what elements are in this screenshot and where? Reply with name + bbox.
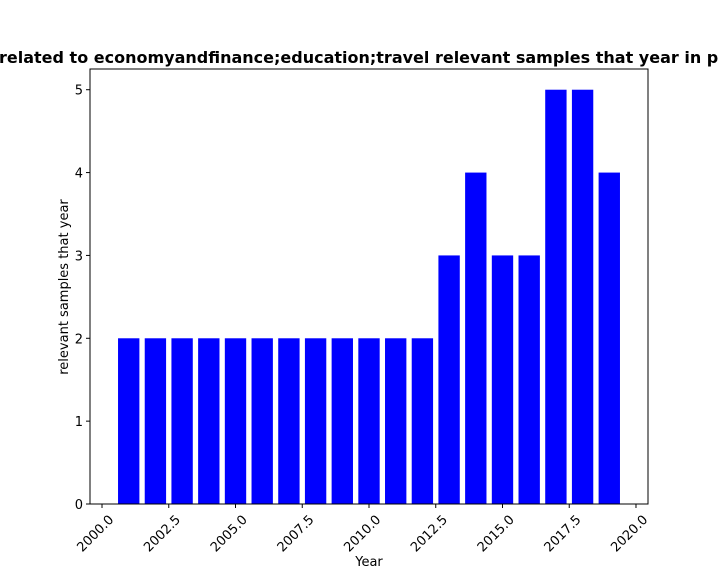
bar-2017 xyxy=(545,89,567,504)
bar-2004 xyxy=(198,338,220,504)
x-tick-label: 2015.0 xyxy=(475,513,518,556)
chart-title: related to economyandfinance;education;t… xyxy=(0,48,718,67)
x-tick-label: 2007.5 xyxy=(275,513,318,556)
x-tick-label: 2012.5 xyxy=(408,513,451,556)
bar-2005 xyxy=(224,338,247,504)
y-tick-label: 0 xyxy=(75,498,83,513)
x-tick-label: 2010.0 xyxy=(341,513,384,556)
x-tick-label: 2002.5 xyxy=(141,513,184,556)
x-tick-label: 2000.0 xyxy=(74,513,117,556)
bar-2002 xyxy=(144,338,167,504)
x-axis-ticks: 2000.0 2002.5 2005.0 2007.5 2010.0 2012.5 2015… xyxy=(74,504,651,555)
y-tick-label: 2 xyxy=(75,332,83,347)
y-tick-label: 3 xyxy=(75,249,83,264)
y-tick-label: 4 xyxy=(75,167,83,182)
bar-2012 xyxy=(411,338,434,504)
bar-2011 xyxy=(385,338,407,504)
y-axis-ticks: 0 1 2 3 4 5 xyxy=(75,84,90,513)
y-tick-label: 1 xyxy=(75,415,83,430)
bar-2014 xyxy=(465,172,487,505)
x-tick-label: 2020.0 xyxy=(608,513,651,556)
bar-2007 xyxy=(278,338,300,504)
x-tick-label: 2005.0 xyxy=(208,513,251,556)
bar-2008 xyxy=(304,338,327,504)
y-axis-label: relevant samples that year xyxy=(57,199,72,375)
bar-2018 xyxy=(571,89,594,504)
bar-2009 xyxy=(331,338,353,504)
bar-2019 xyxy=(598,172,620,505)
bars-group xyxy=(118,89,620,505)
bar-2016 xyxy=(518,255,540,504)
bar-2013 xyxy=(438,255,460,504)
bar-2015 xyxy=(491,255,514,504)
y-tick-label: 5 xyxy=(75,84,83,99)
bar-2006 xyxy=(251,338,273,504)
bar-2003 xyxy=(171,338,193,504)
bar-2010 xyxy=(358,338,380,504)
bar-2001 xyxy=(118,338,140,504)
x-axis-label: Year xyxy=(354,555,383,570)
x-tick-label: 2017.5 xyxy=(542,513,585,556)
